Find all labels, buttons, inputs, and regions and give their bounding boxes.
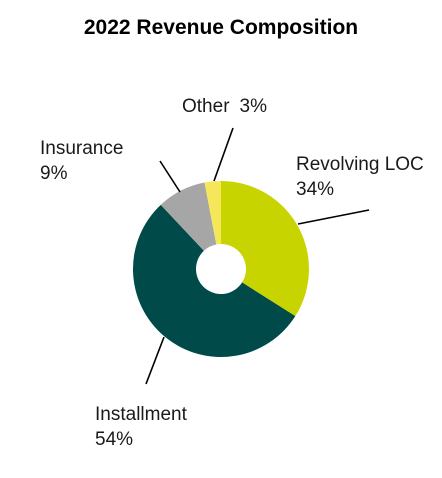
slice-name-insurance: Insurance — [40, 138, 123, 159]
labels-layer: Revolving LOC 34% Installment 54% Insurance 9… — [40, 96, 424, 450]
slice-label-insurance: Insurance 9% — [40, 138, 123, 184]
leader-line-installment — [145, 336, 165, 385]
leader-lines-layer — [145, 127, 370, 385]
slice-installment — [132, 204, 296, 358]
slice-name-other: Other — [182, 96, 230, 117]
slice-insurance — [160, 182, 217, 251]
slice-name-installment: Installment — [95, 404, 188, 425]
slice-value-insurance: 9% — [40, 163, 68, 184]
slice-value-other: 3% — [240, 96, 268, 117]
leader-line-other — [213, 127, 234, 182]
slice-label-other: Other 3% — [182, 96, 267, 117]
slice-name-revolving-loc: Revolving LOC — [296, 154, 424, 175]
slice-value-revolving-loc: 34% — [296, 179, 334, 200]
slice-label-installment: Installment 54% — [95, 404, 188, 450]
slice-other — [204, 181, 221, 245]
chart-title: 2022 Revenue Composition — [83, 16, 359, 39]
slice-revolving-loc — [221, 181, 309, 317]
slices-layer — [132, 181, 309, 358]
leader-line-revolving-loc — [297, 209, 370, 225]
slice-label-revolving-loc: Revolving LOC 34% — [296, 154, 424, 200]
leader-line-insurance — [159, 160, 181, 193]
slice-value-installment: 54% — [95, 429, 133, 450]
